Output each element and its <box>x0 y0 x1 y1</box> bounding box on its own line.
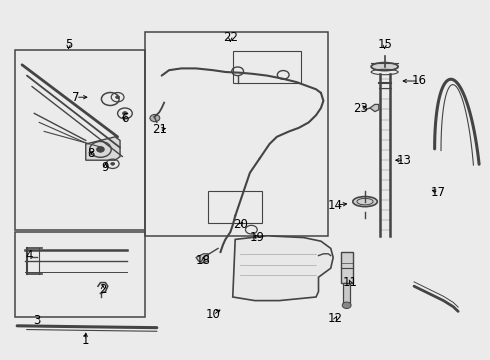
Text: 15: 15 <box>377 39 392 51</box>
Circle shape <box>111 162 115 165</box>
Text: 13: 13 <box>397 154 412 167</box>
Text: 3: 3 <box>33 314 41 327</box>
Text: 18: 18 <box>196 255 211 267</box>
Text: 5: 5 <box>65 39 73 51</box>
Ellipse shape <box>353 197 377 207</box>
Text: 7: 7 <box>72 91 80 104</box>
Text: 23: 23 <box>353 102 368 114</box>
Text: 1: 1 <box>82 334 90 347</box>
Polygon shape <box>233 236 333 301</box>
Text: 17: 17 <box>431 186 446 199</box>
Bar <box>233 51 301 83</box>
Text: 11: 11 <box>343 276 358 289</box>
Circle shape <box>122 112 127 115</box>
Circle shape <box>150 114 160 122</box>
Polygon shape <box>196 254 208 263</box>
Bar <box>15 50 145 230</box>
Text: 20: 20 <box>233 219 247 231</box>
Circle shape <box>116 96 120 99</box>
Text: 12: 12 <box>328 312 343 325</box>
Text: 22: 22 <box>223 31 238 44</box>
Text: 14: 14 <box>328 199 343 212</box>
Text: 6: 6 <box>121 112 129 125</box>
Circle shape <box>97 147 104 152</box>
Text: 21: 21 <box>152 123 167 136</box>
Polygon shape <box>370 104 379 112</box>
Text: 2: 2 <box>99 283 107 296</box>
Text: 10: 10 <box>206 309 220 321</box>
Circle shape <box>342 302 351 309</box>
Ellipse shape <box>371 63 398 71</box>
Polygon shape <box>86 137 120 160</box>
Bar <box>343 283 350 304</box>
Text: 4: 4 <box>25 249 33 262</box>
Bar <box>341 252 353 283</box>
Bar <box>208 191 262 223</box>
Bar <box>145 32 328 236</box>
Text: 8: 8 <box>87 147 95 159</box>
Text: 16: 16 <box>412 75 426 87</box>
Text: 9: 9 <box>101 161 109 174</box>
Bar <box>15 232 145 317</box>
Text: 19: 19 <box>250 231 265 244</box>
